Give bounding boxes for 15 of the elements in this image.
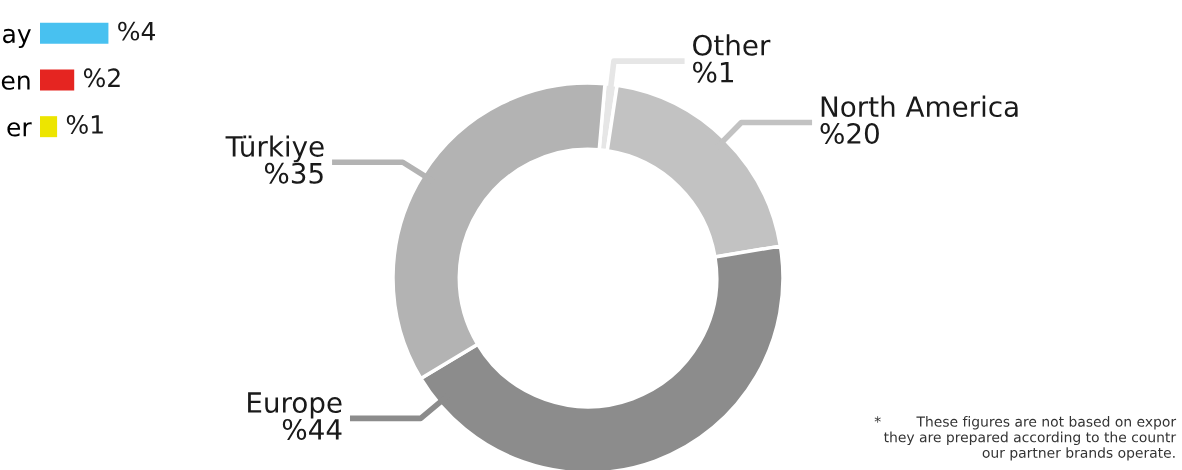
- y-tick-label: er: [7, 122, 32, 137]
- y-tick-label: en: [1, 75, 30, 90]
- data-label: %2: [83, 68, 120, 88]
- slice-label: North America: [821, 95, 1018, 118]
- slice-label: Other: [693, 34, 771, 56]
- data-label: %35: [264, 162, 323, 184]
- text: * These figures are not based on expor they are prepared according to the countr our partner brands operate.: [874, 416, 1177, 461]
- data-label: %4: [118, 21, 156, 41]
- data-label: %1: [66, 115, 103, 134]
- y-tick-label: ay: [3, 28, 31, 49]
- slice-label: Türkiye: [225, 135, 324, 163]
- data-label: %1: [693, 61, 734, 83]
- slice-label: Europe: [248, 392, 342, 419]
- data-label: %44: [282, 418, 342, 440]
- data-label: %20: [820, 122, 879, 144]
